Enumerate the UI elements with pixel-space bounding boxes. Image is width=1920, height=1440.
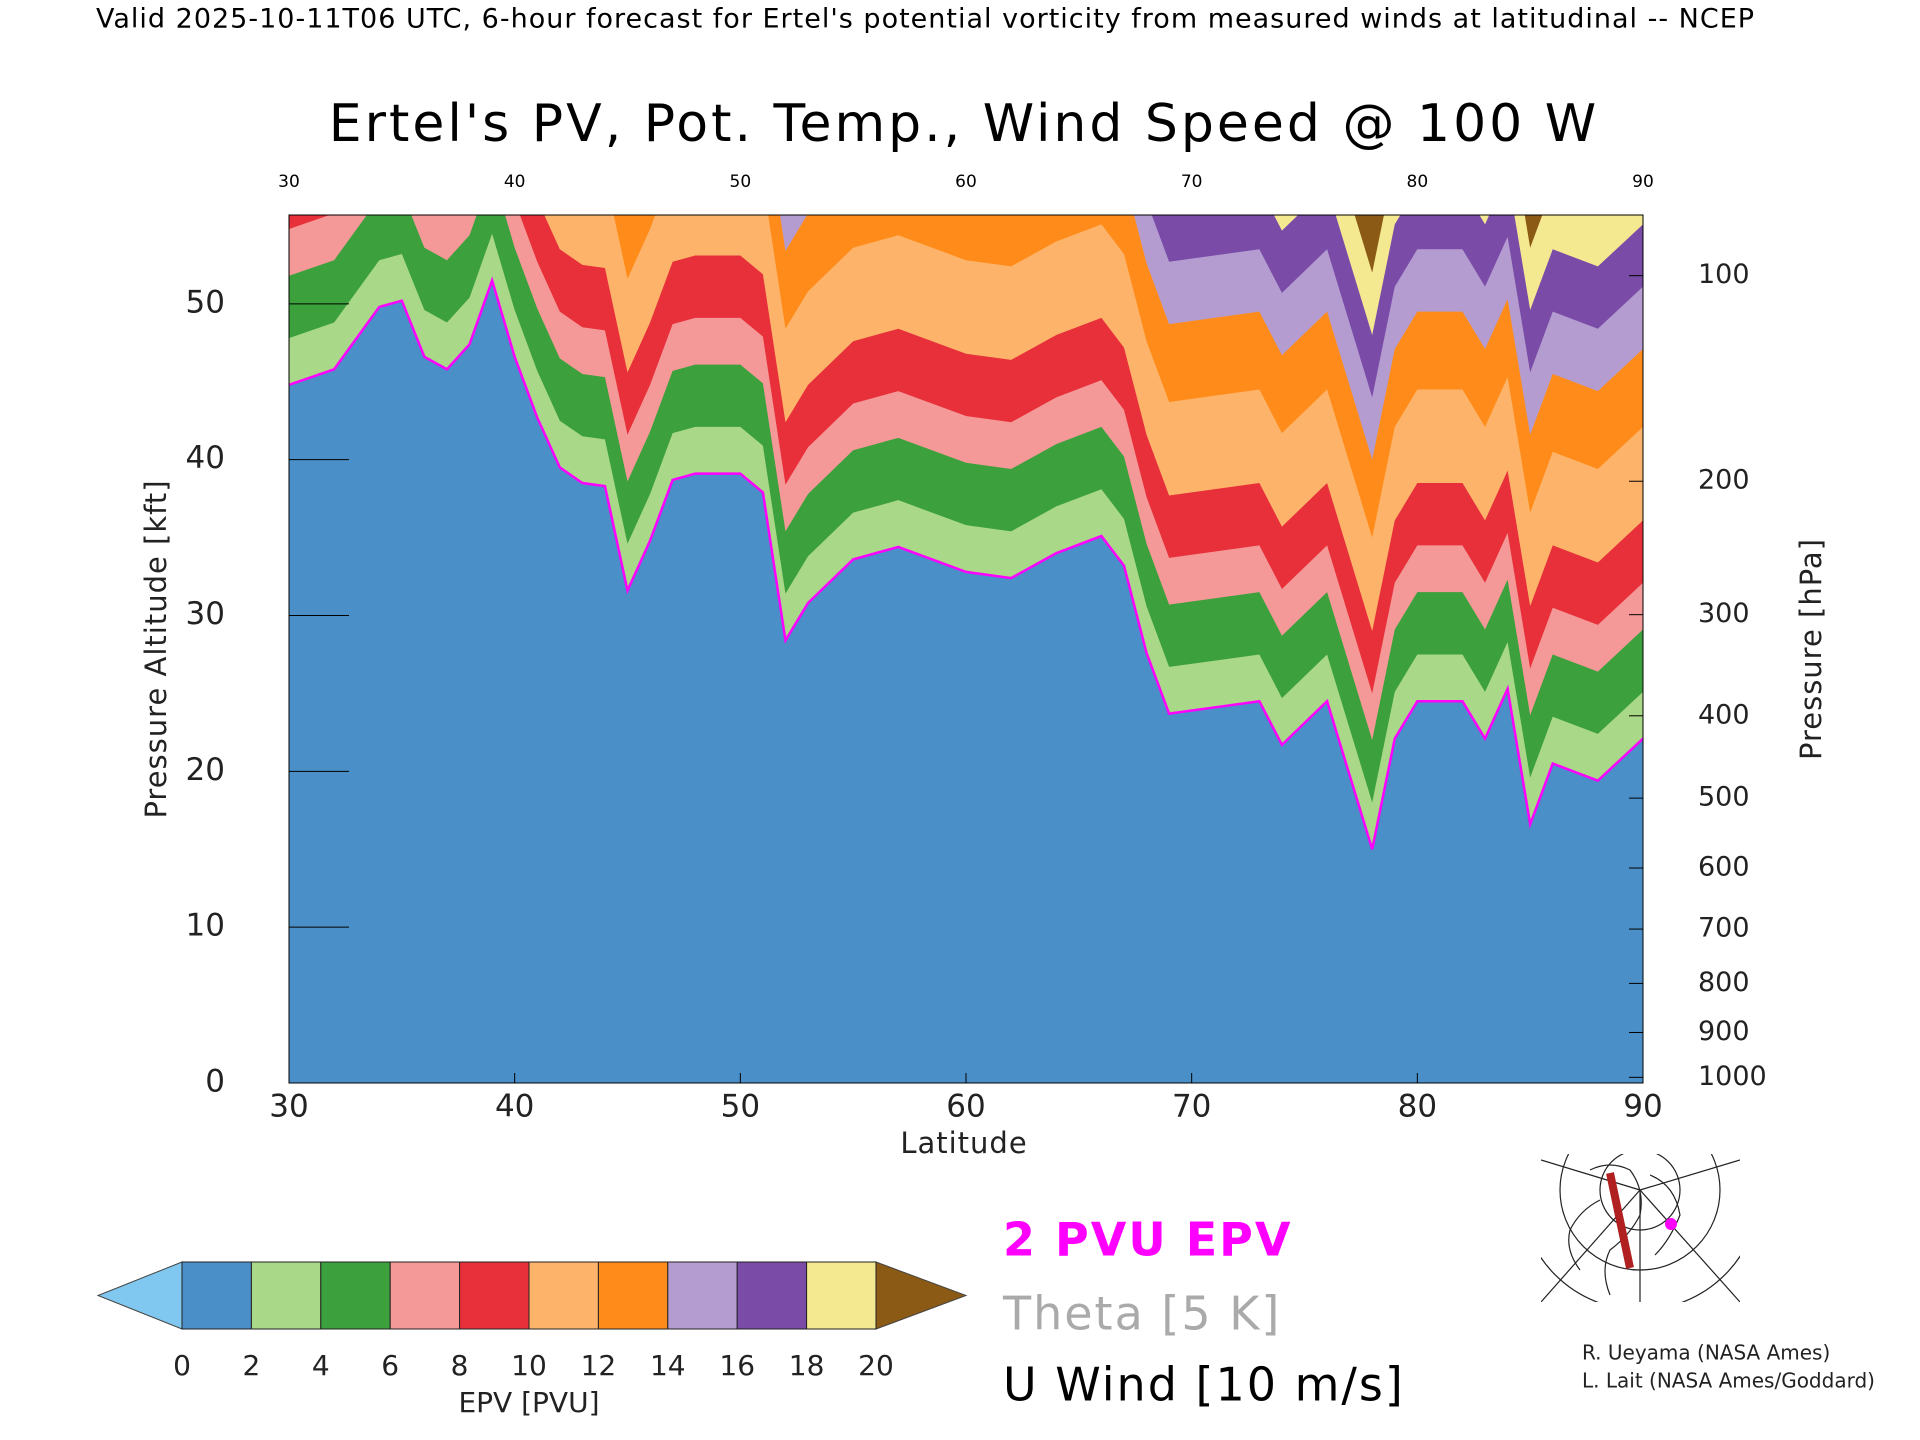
credit: R. Ueyama (NASA Ames) bbox=[1582, 1341, 1830, 1365]
pv-band bbox=[289, 280, 1643, 1083]
y2-axis-label: Pressure [hPa] bbox=[1794, 538, 1828, 760]
colorbar-bin bbox=[389, 1261, 461, 1330]
colorbar-label: EPV [PVU] bbox=[458, 1386, 599, 1419]
y-tick-label: 30 bbox=[186, 596, 225, 632]
x-tick-label-top: 90 bbox=[1632, 172, 1654, 192]
field bbox=[289, 215, 1643, 1083]
x-tick-label-top: 60 bbox=[955, 172, 977, 192]
x-tick-label: 40 bbox=[495, 1089, 534, 1125]
credit: L. Lait (NASA Ames/Goddard) bbox=[1582, 1369, 1875, 1393]
colorbar-under bbox=[96, 1261, 183, 1330]
colorbar-bin bbox=[667, 1261, 738, 1330]
y-tick-label: 50 bbox=[186, 284, 225, 320]
legend-label: U Wind [10 m/s] bbox=[1003, 1358, 1405, 1412]
colorbar-tick-label: 18 bbox=[789, 1349, 825, 1382]
colorbar-tick-label: 12 bbox=[581, 1349, 617, 1382]
colorbar-bin bbox=[806, 1261, 877, 1330]
colorbar-bin bbox=[459, 1261, 530, 1330]
line bbox=[289, 276, 1643, 850]
y2-tick-label: 800 bbox=[1698, 967, 1750, 998]
x-tick-label: 60 bbox=[946, 1089, 985, 1125]
x-tick-label-top: 40 bbox=[504, 172, 526, 192]
x-tick-label-top: 70 bbox=[1181, 172, 1203, 192]
x-tick-label-top: 30 bbox=[278, 172, 300, 192]
x-axis-label: Latitude bbox=[900, 1126, 1027, 1160]
y2-tick-label: 1000 bbox=[1698, 1061, 1767, 1092]
colorbar-bin bbox=[250, 1261, 322, 1330]
y-tick-label: 20 bbox=[186, 752, 225, 788]
colorbar-tick-label: 4 bbox=[312, 1349, 330, 1382]
colorbar-bin bbox=[528, 1261, 599, 1330]
colorbar-tick-label: 6 bbox=[381, 1349, 399, 1382]
header: Valid 2025-10-11T06 UTC, 6-hour forecast… bbox=[96, 4, 1755, 35]
chart-title: Ertel's PV, Pot. Temp., Wind Speed @ 100… bbox=[329, 94, 1599, 154]
y2-tick-label: 500 bbox=[1698, 782, 1750, 813]
y-axis-label: Pressure Altitude [kft] bbox=[139, 479, 173, 818]
x-tick-label: 80 bbox=[1398, 1089, 1437, 1125]
colorbar-tick-label: 14 bbox=[650, 1349, 686, 1382]
colorbar-tick-label: 0 bbox=[173, 1349, 191, 1382]
y2-tick-label: 600 bbox=[1698, 852, 1750, 883]
y-tick-label: 40 bbox=[186, 440, 225, 476]
x-tick-label-top: 50 bbox=[730, 172, 752, 192]
y2-tick-label: 300 bbox=[1698, 598, 1750, 629]
y2-tick-label: 400 bbox=[1698, 699, 1750, 730]
x-tick-label: 90 bbox=[1623, 1089, 1662, 1125]
legend-label: Theta [5 K] bbox=[1002, 1287, 1281, 1341]
colorbar-over bbox=[875, 1261, 968, 1330]
y2-tick-label: 700 bbox=[1698, 913, 1750, 944]
colorbar-bin bbox=[181, 1261, 252, 1330]
colorbar-bin bbox=[736, 1261, 808, 1330]
colorbar-tick-label: 8 bbox=[451, 1349, 469, 1382]
colorbar-bin bbox=[320, 1261, 391, 1330]
colorbar-tick-label: 2 bbox=[242, 1349, 260, 1382]
x-tick-label-top: 80 bbox=[1407, 172, 1429, 192]
colorbar-tick-label: 10 bbox=[511, 1349, 547, 1382]
x-tick-label: 70 bbox=[1172, 1089, 1211, 1125]
y-tick-label: 0 bbox=[205, 1064, 225, 1100]
colorbar-bin bbox=[597, 1261, 669, 1330]
y-tick-label: 10 bbox=[186, 908, 225, 944]
x-tick-label: 50 bbox=[721, 1089, 760, 1125]
map-inset bbox=[1541, 1154, 1740, 1302]
legend-label: 2 PVU EPV bbox=[1003, 1213, 1292, 1267]
y2-tick-label: 200 bbox=[1698, 465, 1750, 496]
y2-tick-label: 100 bbox=[1698, 259, 1750, 290]
y2-tick-label: 900 bbox=[1698, 1016, 1750, 1047]
colorbar-tick-label: 16 bbox=[719, 1349, 755, 1382]
x-tick-label: 30 bbox=[269, 1089, 308, 1125]
colorbar-tick-label: 20 bbox=[858, 1349, 894, 1382]
